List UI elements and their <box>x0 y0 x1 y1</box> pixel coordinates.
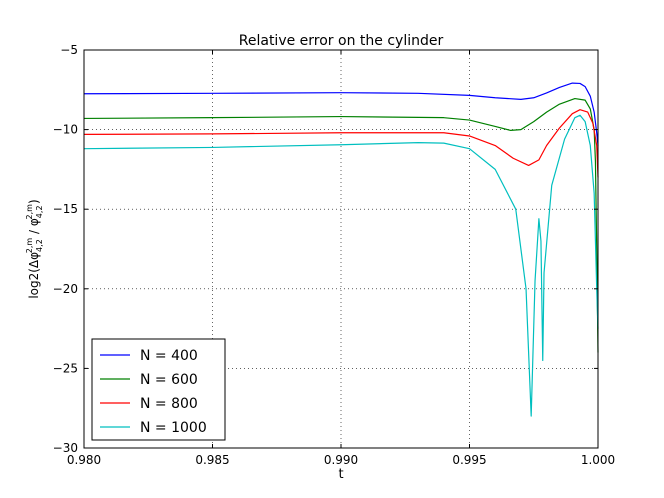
legend-box <box>91 338 226 441</box>
plot-border <box>83 49 599 449</box>
x-tick-label: 1.000 <box>581 453 615 467</box>
series-lines <box>83 82 599 417</box>
legend-label: N = 400 <box>140 348 198 364</box>
legend-label: N = 600 <box>140 372 198 388</box>
x-tick-label: 0.995 <box>452 453 486 467</box>
y-axis-label-close: ) <box>27 199 41 204</box>
axis-ticks: 0.980 0.985 0.990 0.995 1.000 −5 −10 −15 −20 −25 −… <box>53 43 616 467</box>
y-tick-label: −25 <box>53 361 78 375</box>
chart-title: Relative error on the cylinder <box>239 33 444 49</box>
series-line-3 <box>83 109 599 178</box>
y-axis-label-sup2: 2,m <box>25 204 34 220</box>
x-tick-label: 0.985 <box>195 453 229 467</box>
y-tick-label: −15 <box>53 202 78 216</box>
x-axis-label: t <box>338 467 343 482</box>
legend-label: N = 800 <box>140 396 198 412</box>
series-line-1 <box>83 82 599 146</box>
y-tick-label: −20 <box>53 282 78 296</box>
x-tick-label: 0.980 <box>67 453 101 467</box>
y-axis-label-mid: / φ <box>27 218 41 238</box>
legend-label: N = 1000 <box>140 420 207 436</box>
x-tick-label: 0.990 <box>324 453 358 467</box>
y-tick-label: −5 <box>60 43 78 57</box>
legend: N = 400 N = 600 N = 800 N = 1000 <box>91 338 226 441</box>
y-tick-label: −30 <box>53 441 78 455</box>
y-axis-label-sub: 4,2 <box>35 239 44 252</box>
series-line-4 <box>83 114 599 417</box>
y-axis-label-main: log2(Δφ <box>27 252 41 299</box>
y-tick-label: −10 <box>53 123 78 137</box>
y-axis-label-sup: 2,m <box>25 238 34 254</box>
y-axis-label: log2(Δφ4,22,m / φ4,22,m) <box>25 199 44 298</box>
y-axis-label-sub2: 4,2 <box>35 205 44 218</box>
